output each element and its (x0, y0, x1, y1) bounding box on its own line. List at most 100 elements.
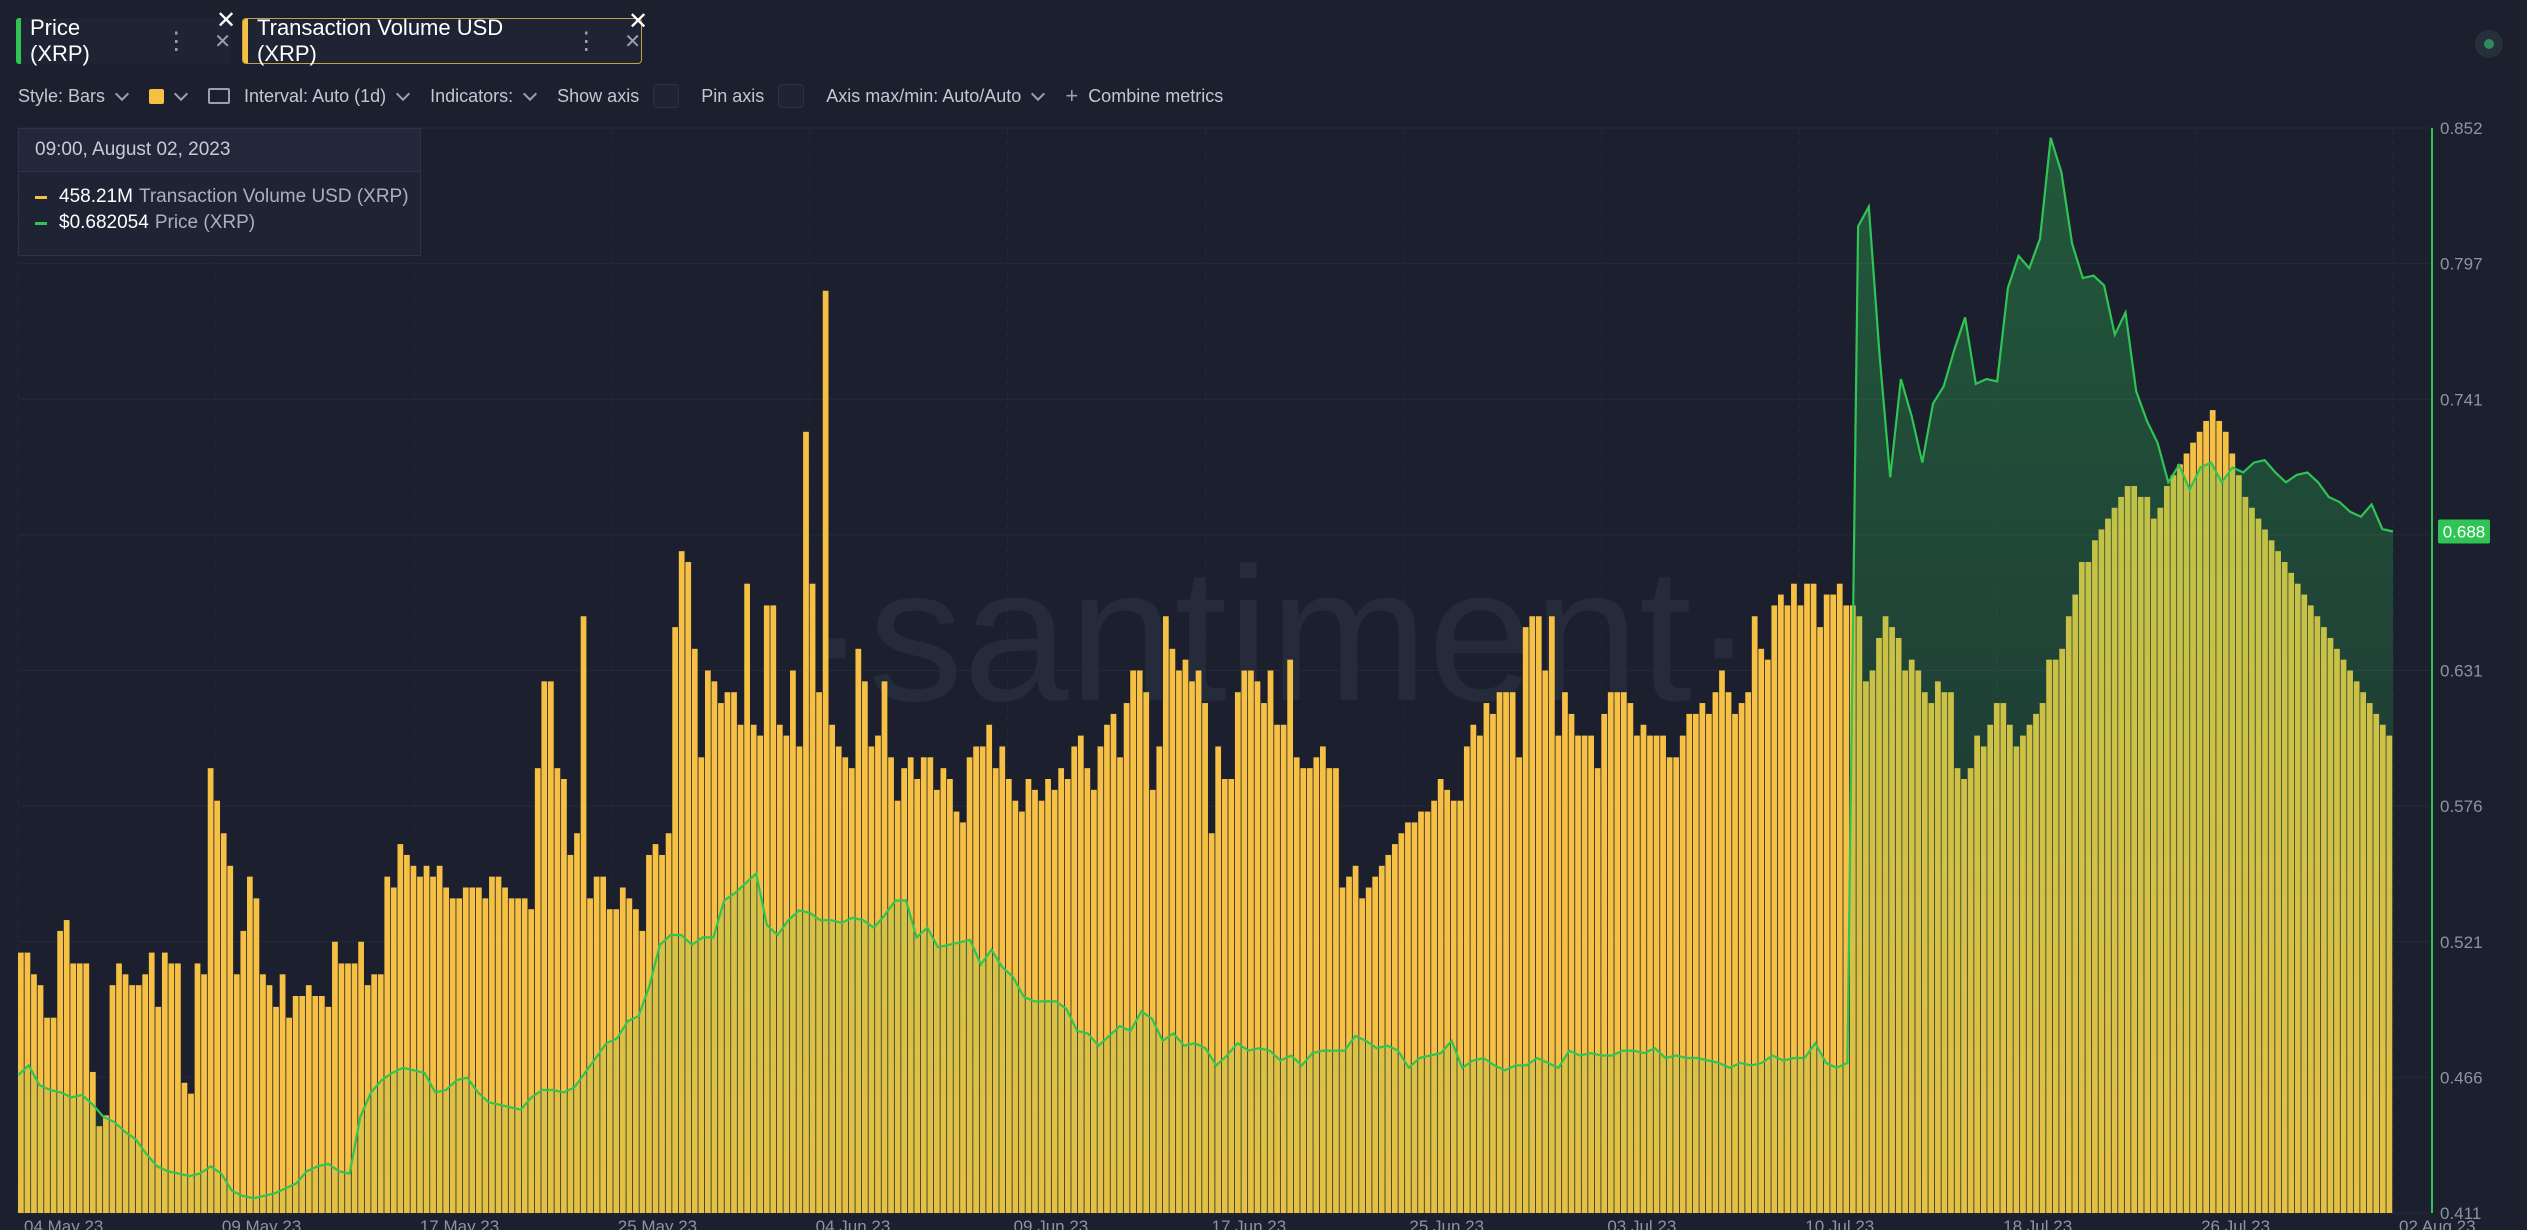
volume-bar (1686, 713, 1693, 1213)
volume-bar (423, 865, 430, 1213)
color-picker[interactable] (149, 86, 189, 104)
volume-bar (1568, 713, 1575, 1213)
volume-bar (312, 996, 319, 1213)
volume-bar (580, 616, 587, 1213)
price-tick-label: 0.466 (2440, 1068, 2483, 1087)
volume-bar (1398, 833, 1405, 1213)
volume-bar (122, 974, 129, 1213)
volume-bar (1241, 670, 1248, 1213)
volume-bar (1228, 779, 1235, 1213)
volume-bar (1418, 811, 1424, 1213)
remove-metric-icon[interactable]: ✕ (628, 8, 649, 35)
close-icon[interactable]: ✕ (214, 30, 231, 53)
volume-bar (430, 876, 436, 1213)
style-label: Style: Bars (18, 85, 106, 106)
volume-bar (1182, 659, 1189, 1213)
indicators-dropdown[interactable]: Indicators: (430, 85, 538, 107)
volume-bar (1261, 703, 1267, 1213)
plus-icon: + (1065, 83, 1079, 108)
volume-bar (168, 963, 175, 1213)
price-axis: 0.8520.7970.7410.6860.6310.5760.5210.466… (2431, 119, 2490, 1223)
volume-bar (1797, 605, 1804, 1213)
date-tick-label: 02 Aug 23 (2399, 1217, 2476, 1230)
price-tick-label: 0.411 (2440, 1204, 2481, 1223)
remove-metric-icon[interactable]: ✕ (216, 7, 237, 34)
style-dropdown[interactable]: Style: Bars (18, 85, 130, 107)
volume-bar (1143, 692, 1150, 1213)
volume-bar (1221, 779, 1228, 1213)
volume-bar (1313, 757, 1320, 1213)
more-options-icon[interactable]: ⋮ (574, 27, 599, 55)
volume-bar (547, 681, 554, 1213)
volume-bar (1653, 735, 1660, 1213)
close-icon[interactable]: ✕ (624, 30, 641, 53)
volume-bar (253, 898, 260, 1213)
show-axis-label: Show axis (557, 85, 640, 106)
tab-price-xrp[interactable]: Price (XRP) ⋮ ✕ ✕ (16, 7, 236, 66)
volume-bar (489, 876, 495, 1213)
volume-bar (1810, 583, 1817, 1213)
volume-bar (1104, 724, 1110, 1213)
volume-bar (574, 833, 580, 1213)
color-swatch (149, 88, 165, 104)
date-tick-label: 03 Jul 23 (1607, 1217, 1676, 1230)
volume-bar (1647, 735, 1653, 1213)
date-tick-label: 04 Jun 23 (816, 1217, 891, 1230)
price-area (17, 137, 2394, 1213)
pin-axis-toggle[interactable]: Pin axis (701, 84, 805, 108)
volume-bar (1411, 822, 1418, 1213)
volume-bar (397, 844, 404, 1213)
ruler-icon (208, 88, 231, 104)
interval-dropdown[interactable]: Interval: Auto (1d) (208, 86, 411, 107)
volume-bar (691, 648, 698, 1213)
volume-bar (201, 974, 207, 1213)
volume-bar (332, 941, 338, 1213)
volume-bar (358, 941, 364, 1213)
volume-bar (1679, 735, 1686, 1213)
volume-bar (214, 800, 221, 1213)
date-tick-label: 04 May 23 (24, 1217, 103, 1230)
volume-bar (1470, 724, 1477, 1213)
date-tick-label: 17 Jun 23 (1212, 1217, 1287, 1230)
volume-bar (1477, 735, 1483, 1213)
pin-axis-label: Pin axis (701, 85, 765, 106)
volume-bar (1391, 844, 1398, 1213)
more-options-icon[interactable]: ⋮ (164, 27, 189, 55)
volume-bar (763, 605, 770, 1213)
tab-color-indicator (16, 18, 21, 64)
date-tick-label: 09 May 23 (222, 1217, 301, 1230)
show-axis-toggle[interactable]: Show axis (557, 84, 680, 108)
volume-bar (1162, 616, 1169, 1213)
indicators-label: Indicators: (430, 85, 514, 106)
volume-bar (475, 887, 482, 1213)
volume-bar (1149, 789, 1156, 1213)
volume-bar (1836, 583, 1843, 1213)
volume-bar (672, 627, 679, 1213)
volume-bar (1176, 670, 1182, 1213)
volume-bar (246, 876, 253, 1213)
volume-bar (561, 779, 567, 1213)
price-tick-label: 0.797 (2440, 255, 2483, 274)
volume-bar (1529, 616, 1536, 1213)
tab-transaction-volume[interactable]: Transaction Volume USD (XRP) ⋮ ✕ ✕ (242, 8, 648, 66)
series-marker (35, 195, 47, 199)
combine-metrics-button[interactable]: + Combine metrics (1065, 83, 1223, 109)
volume-bar (345, 963, 351, 1213)
volume-bar (587, 898, 593, 1213)
volume-bar (266, 985, 273, 1213)
volume-bar (456, 898, 463, 1213)
volume-bar (299, 996, 306, 1213)
axis-maxmin-dropdown[interactable]: Axis max/min: Auto/Auto (826, 86, 1046, 107)
volume-bar (410, 865, 417, 1213)
pin-axis-checkbox[interactable] (778, 84, 805, 108)
volume-bar (220, 833, 227, 1213)
volume-bar (1542, 670, 1549, 1213)
volume-bar (240, 930, 247, 1213)
volume-bar (1333, 768, 1339, 1213)
volume-bar (449, 898, 456, 1213)
price-tick-label: 0.741 (2440, 390, 2483, 409)
volume-bar (109, 985, 116, 1213)
show-axis-checkbox[interactable] (653, 84, 680, 108)
volume-bar (1712, 692, 1719, 1213)
